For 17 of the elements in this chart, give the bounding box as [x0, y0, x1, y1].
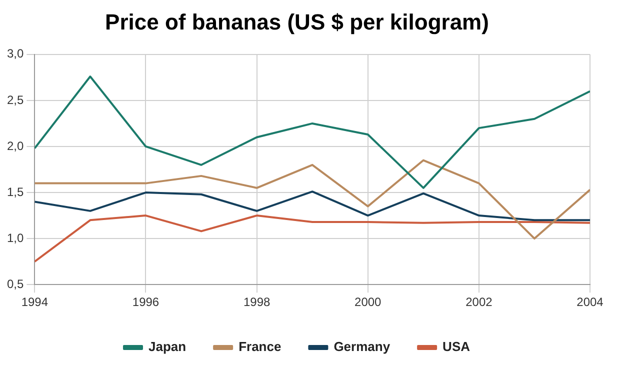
chart-title: Price of bananas (US $ per kilogram) — [105, 9, 489, 34]
x-tick-label: 2000 — [354, 295, 382, 310]
legend-label: USA — [442, 339, 471, 354]
x-tick-label: 1994 — [21, 295, 48, 310]
x-tick-label: 1998 — [243, 295, 270, 310]
y-tick-label: 3,0 — [6, 46, 24, 61]
legend-label: Germany — [334, 339, 391, 354]
legend-label: Japan — [148, 339, 186, 354]
x-tick-label: 2002 — [466, 295, 493, 310]
x-tick-label: 2004 — [576, 295, 604, 310]
y-tick-label: 0,5 — [6, 276, 24, 291]
y-tick-label: 2,0 — [6, 138, 24, 153]
x-tick-label: 1996 — [132, 295, 160, 310]
y-tick-label: 1,0 — [6, 230, 24, 245]
y-tick-label: 1,5 — [6, 184, 24, 199]
y-tick-label: 2,5 — [6, 92, 24, 107]
legend-label: France — [238, 339, 282, 354]
